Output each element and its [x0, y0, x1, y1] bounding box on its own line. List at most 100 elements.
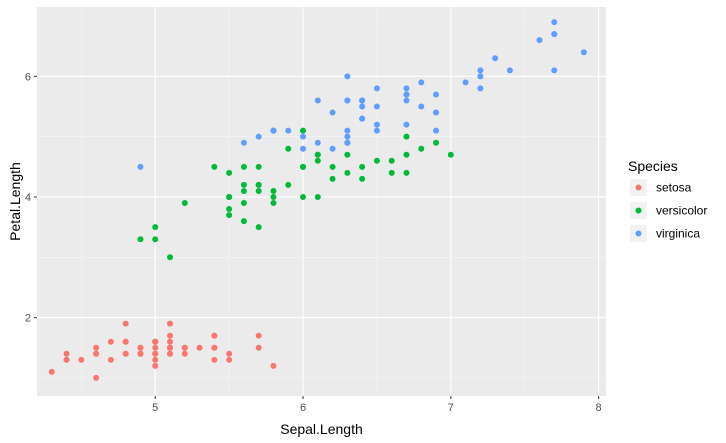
data-point-versicolor [403, 151, 410, 158]
data-point-virginica [433, 127, 440, 134]
data-point-virginica [403, 85, 410, 92]
data-point-versicolor [388, 157, 395, 164]
legend-key-setosa [635, 184, 642, 191]
data-point-versicolor [314, 151, 321, 158]
data-point-virginica [359, 97, 366, 104]
x-tick-label: 6 [300, 402, 306, 414]
data-point-virginica [373, 121, 380, 128]
x-tick-label: 5 [152, 402, 158, 414]
data-point-setosa [137, 344, 144, 351]
data-point-setosa [152, 356, 159, 363]
data-point-versicolor [270, 187, 277, 194]
data-point-virginica [137, 163, 144, 170]
data-point-versicolor [329, 175, 336, 182]
x-axis-ticks: 5 6 7 8 [152, 396, 602, 414]
data-point-versicolor [329, 163, 336, 170]
y-axis-title: Petal.Length [7, 162, 23, 241]
data-point-virginica [551, 67, 558, 74]
data-point-versicolor [255, 181, 262, 188]
y-tick-label: 4 [25, 192, 31, 204]
data-point-versicolor [226, 169, 233, 176]
data-point-setosa [226, 356, 233, 363]
data-point-virginica [373, 127, 380, 134]
data-point-setosa [167, 320, 174, 327]
data-point-setosa [167, 350, 174, 357]
data-point-versicolor [300, 193, 307, 200]
data-point-versicolor [211, 163, 218, 170]
legend: Species setosa versicolor virginica [628, 158, 707, 242]
data-point-virginica [403, 121, 410, 128]
data-point-setosa [152, 344, 159, 351]
data-point-versicolor [403, 169, 410, 176]
data-point-setosa [255, 344, 262, 351]
data-point-versicolor [152, 224, 159, 231]
x-tick-label: 8 [596, 402, 602, 414]
data-point-virginica [492, 55, 499, 62]
data-point-setosa [167, 344, 174, 351]
data-point-versicolor [403, 133, 410, 140]
data-point-versicolor [314, 193, 321, 200]
data-point-setosa [63, 356, 70, 363]
data-point-setosa [270, 362, 277, 369]
data-point-versicolor [152, 236, 159, 243]
data-point-setosa [122, 350, 129, 357]
data-point-setosa [137, 350, 144, 357]
grid-major [37, 7, 606, 396]
data-point-virginica [403, 97, 410, 104]
data-point-setosa [48, 368, 55, 375]
data-point-setosa [181, 350, 188, 357]
data-point-setosa [211, 356, 218, 363]
data-point-versicolor [255, 163, 262, 170]
data-point-virginica [329, 109, 336, 116]
data-point-versicolor [418, 145, 425, 152]
data-point-versicolor [270, 193, 277, 200]
data-point-setosa [93, 350, 100, 357]
data-point-setosa [63, 350, 70, 357]
data-point-versicolor [226, 193, 233, 200]
legend-label-virginica: virginica [656, 227, 700, 241]
legend-label-versicolor: versicolor [656, 204, 707, 218]
legend-label-setosa: setosa [656, 181, 692, 195]
data-point-versicolor [344, 151, 351, 158]
data-point-virginica [300, 145, 307, 152]
data-point-versicolor [240, 187, 247, 194]
data-point-setosa [152, 350, 159, 357]
data-point-setosa [255, 332, 262, 339]
data-point-virginica [477, 67, 484, 74]
y-axis-ticks: 2 4 6 [25, 71, 37, 325]
data-point-virginica [285, 127, 292, 134]
x-tick-label: 7 [448, 402, 454, 414]
data-point-setosa [181, 344, 188, 351]
data-point-versicolor [388, 169, 395, 176]
data-point-versicolor [240, 200, 247, 207]
data-point-setosa [211, 344, 218, 351]
data-point-virginica [373, 85, 380, 92]
legend-items: setosa versicolor virginica [630, 179, 707, 242]
data-point-virginica [314, 139, 321, 146]
data-point-versicolor [447, 151, 454, 158]
data-point-versicolor [270, 200, 277, 207]
data-point-setosa [196, 344, 203, 351]
data-point-versicolor [226, 206, 233, 213]
data-point-virginica [433, 109, 440, 116]
data-point-versicolor [255, 224, 262, 231]
data-point-setosa [93, 344, 100, 351]
data-point-virginica [536, 37, 543, 44]
data-point-virginica [344, 97, 351, 104]
data-point-setosa [122, 320, 129, 327]
data-point-versicolor [433, 139, 440, 146]
data-point-virginica [506, 67, 513, 74]
data-point-setosa [211, 332, 218, 339]
y-tick-label: 2 [25, 313, 31, 325]
data-point-virginica [477, 73, 484, 80]
data-point-setosa [107, 356, 114, 363]
data-point-virginica [240, 139, 247, 146]
data-point-setosa [93, 374, 100, 381]
legend-title: Species [628, 158, 678, 174]
data-point-versicolor [344, 169, 351, 176]
x-axis-title: Sepal.Length [280, 421, 363, 437]
data-point-versicolor [300, 163, 307, 170]
data-point-setosa [152, 338, 159, 345]
data-point-setosa [226, 350, 233, 357]
